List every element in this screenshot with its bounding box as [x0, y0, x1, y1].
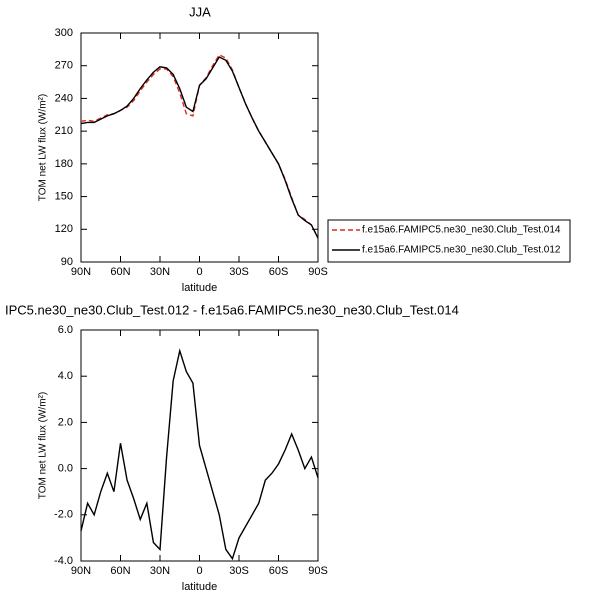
x-tick-label: 90N [71, 565, 91, 577]
x-tick-label: 30S [229, 565, 249, 577]
y-axis-label: TOM net LW flux (W/m²) [38, 392, 49, 499]
y-tick-label: 120 [55, 223, 73, 235]
y-tick-label: 180 [55, 158, 73, 170]
plot-frame [80, 32, 319, 263]
x-tick-label: 60S [269, 266, 289, 278]
series-line [80, 348, 319, 561]
x-axis-label: latitude [182, 581, 217, 593]
legend-box [327, 219, 571, 263]
series-line [80, 53, 319, 239]
y-axis-label: TOM net LW flux (W/m²) [38, 94, 49, 201]
x-tick-label: 30S [229, 266, 249, 278]
x-tick-label: 90S [308, 565, 328, 577]
y-tick-label: 150 [55, 190, 73, 202]
legend-label: f.e15a6.FAMIPC5.ne30_ne30.Club_Test.014 [362, 225, 561, 236]
legend-label: f.e15a6.FAMIPC5.ne30_ne30.Club_Test.012 [362, 245, 561, 256]
x-tick-label: 0 [196, 266, 202, 278]
x-tick-label: 60S [269, 565, 289, 577]
y-tick-label: -2.0 [54, 509, 73, 521]
y-tick-label: -4.0 [54, 555, 73, 567]
x-tick-label: 30N [150, 565, 170, 577]
x-tick-label: 90N [71, 266, 91, 278]
y-tick-label: 90 [61, 256, 73, 268]
y-tick-label: 270 [55, 60, 73, 72]
x-axis-label: latitude [182, 282, 217, 294]
y-tick-label: 4.0 [58, 370, 73, 382]
x-tick-label: 60N [110, 266, 130, 278]
x-tick-label: 90S [308, 266, 328, 278]
y-tick-label: 0.0 [58, 463, 73, 475]
x-tick-label: 60N [110, 565, 130, 577]
chart-title: IPC5.ne30_ne30.Club_Test.012 - f.e15a6.F… [5, 302, 459, 317]
y-tick-label: 300 [55, 27, 73, 39]
y-tick-label: 2.0 [58, 416, 73, 428]
y-tick-label: 240 [55, 92, 73, 104]
x-tick-label: 30N [150, 266, 170, 278]
x-tick-label: 0 [196, 565, 202, 577]
y-tick-label: 6.0 [58, 324, 73, 336]
chart-title: JJA [189, 4, 211, 19]
series-line [80, 56, 319, 239]
y-tick-label: 210 [55, 125, 73, 137]
